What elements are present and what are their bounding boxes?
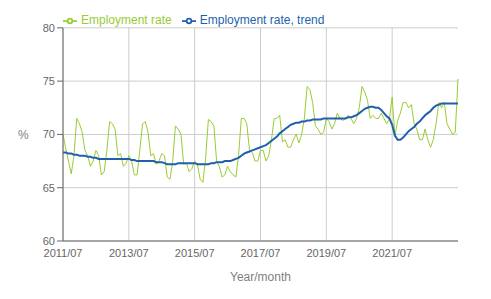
svg-text:2011/07: 2011/07 bbox=[44, 247, 83, 259]
svg-text:70: 70 bbox=[43, 128, 55, 140]
svg-text:2019/07: 2019/07 bbox=[306, 247, 346, 259]
svg-text:2021/07: 2021/07 bbox=[372, 247, 412, 259]
svg-text:60: 60 bbox=[43, 235, 55, 247]
svg-text:2015/07: 2015/07 bbox=[175, 247, 215, 259]
svg-text:75: 75 bbox=[43, 75, 55, 87]
html-text:Employment rate, trend: Employment rate, trend bbox=[199, 13, 325, 27]
svg-text:2013/07: 2013/07 bbox=[109, 247, 149, 259]
svg-text:%: % bbox=[18, 128, 29, 142]
svg-text:65: 65 bbox=[43, 182, 55, 194]
svg-text:Year/month: Year/month bbox=[230, 270, 291, 284]
html-text:Employment rate: Employment rate bbox=[81, 13, 172, 27]
svg-text:80: 80 bbox=[43, 22, 55, 34]
svg-text:2017/07: 2017/07 bbox=[241, 247, 281, 259]
